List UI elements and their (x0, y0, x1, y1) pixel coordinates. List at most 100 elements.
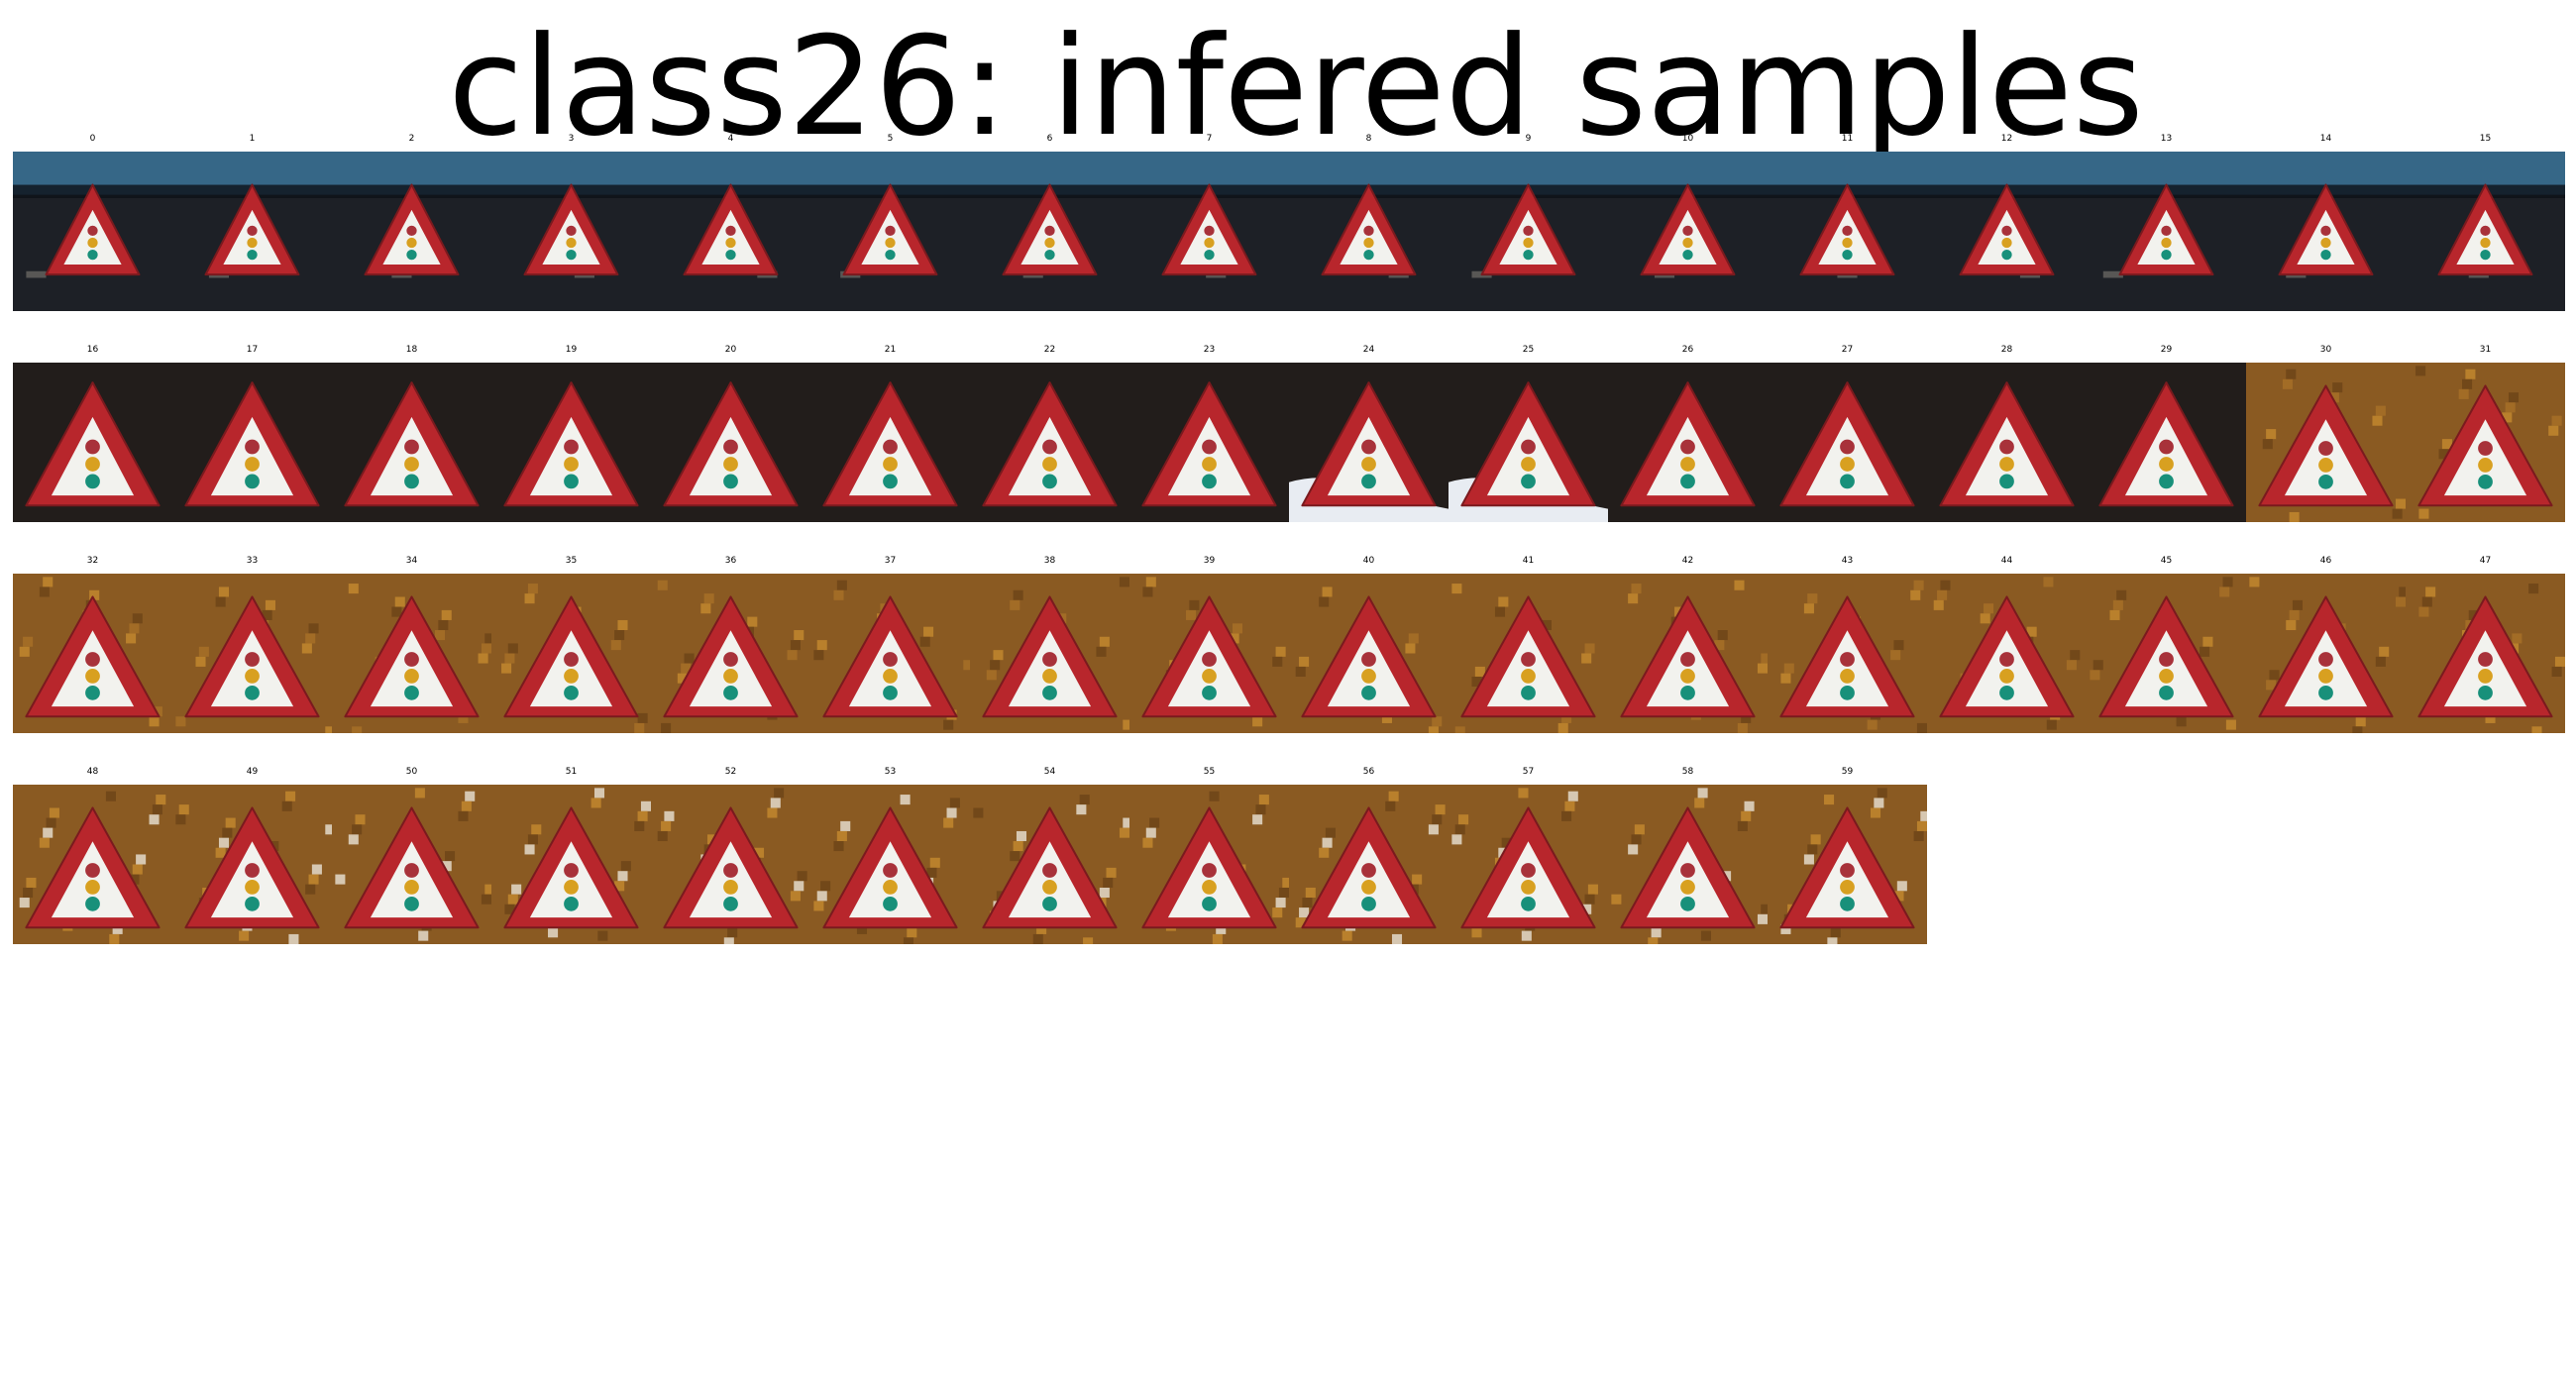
sample-tile: 51 (491, 767, 651, 944)
sample-tile: 21 (810, 345, 970, 522)
sample-index-label: 50 (405, 767, 418, 777)
sample-index-label: 51 (565, 767, 578, 777)
traffic-signal-warning-sign-image (1449, 574, 1608, 733)
traffic-signal-warning-sign-image (651, 574, 810, 733)
sample-tile: 26 (1608, 345, 1768, 522)
sample-index-label: 48 (86, 767, 99, 777)
traffic-signal-warning-sign-image (13, 574, 172, 733)
traffic-signal-warning-sign-image (1449, 785, 1608, 944)
sample-index-label: 4 (727, 134, 734, 144)
traffic-signal-warning-sign-image (491, 152, 651, 311)
sample-tile: 22 (970, 345, 1129, 522)
traffic-signal-warning-sign-image (970, 363, 1129, 522)
sample-index-label: 41 (1522, 556, 1535, 566)
sample-index-label: 32 (86, 556, 99, 566)
traffic-signal-warning-sign-image (1289, 363, 1449, 522)
traffic-signal-warning-sign-image (2406, 363, 2565, 522)
sample-tile: 43 (1768, 556, 1927, 733)
sample-index-label: 15 (2479, 134, 2492, 144)
sample-index-label: 49 (246, 767, 259, 777)
sample-index-label: 26 (1681, 345, 1694, 355)
sample-index-label: 43 (1841, 556, 1854, 566)
traffic-signal-warning-sign-image (1768, 574, 1927, 733)
traffic-signal-warning-sign-image (1768, 152, 1927, 311)
sample-tile: 49 (172, 767, 332, 944)
traffic-signal-warning-sign-image (1608, 363, 1768, 522)
sample-tile: 7 (1129, 134, 1289, 311)
sample-tile: 25 (1449, 345, 1608, 522)
sample-index-label: 36 (724, 556, 737, 566)
traffic-signal-warning-sign-image (1768, 785, 1927, 944)
sample-tile: 40 (1289, 556, 1449, 733)
sample-tile: 55 (1129, 767, 1289, 944)
sample-tile: 8 (1289, 134, 1449, 311)
traffic-signal-warning-sign-image (172, 152, 332, 311)
sample-index-label: 35 (565, 556, 578, 566)
sample-tile: 45 (2087, 556, 2246, 733)
traffic-signal-warning-sign-image (1129, 574, 1289, 733)
sample-tile: 23 (1129, 345, 1289, 522)
traffic-signal-warning-sign-image (1289, 574, 1449, 733)
sample-index-label: 7 (1206, 134, 1213, 144)
sample-tile: 47 (2406, 556, 2565, 733)
sample-index-label: 56 (1362, 767, 1375, 777)
traffic-signal-warning-sign-image (2087, 363, 2246, 522)
traffic-signal-warning-sign-image (810, 785, 970, 944)
traffic-signal-warning-sign-image (810, 574, 970, 733)
sample-tile: 58 (1608, 767, 1768, 944)
traffic-signal-warning-sign-image (651, 363, 810, 522)
sample-tile: 19 (491, 345, 651, 522)
sample-tile: 38 (970, 556, 1129, 733)
sample-tile: 48 (13, 767, 172, 944)
traffic-signal-warning-sign-image (970, 785, 1129, 944)
traffic-signal-warning-sign-image (651, 785, 810, 944)
sample-tile: 24 (1289, 345, 1449, 522)
traffic-signal-warning-sign-image (1768, 363, 1927, 522)
sample-index-label: 42 (1681, 556, 1694, 566)
sample-tile: 12 (1927, 134, 2087, 311)
traffic-signal-warning-sign-image (970, 152, 1129, 311)
traffic-signal-warning-sign-image (2246, 574, 2406, 733)
traffic-signal-warning-sign-image (13, 363, 172, 522)
traffic-signal-warning-sign-image (1608, 152, 1768, 311)
sample-tile: 4 (651, 134, 810, 311)
traffic-signal-warning-sign-image (1449, 363, 1608, 522)
sample-index-label: 9 (1525, 134, 1532, 144)
sample-index-label: 19 (565, 345, 578, 355)
traffic-signal-warning-sign-image (1927, 363, 2087, 522)
traffic-signal-warning-sign-image (1608, 574, 1768, 733)
traffic-signal-warning-sign-image (13, 785, 172, 944)
sample-index-label: 16 (86, 345, 99, 355)
sample-tile: 44 (1927, 556, 2087, 733)
sample-index-label: 31 (2479, 345, 2492, 355)
sample-tile: 42 (1608, 556, 1768, 733)
sample-tile: 28 (1927, 345, 2087, 522)
sample-index-label: 23 (1203, 345, 1216, 355)
traffic-signal-warning-sign-image (2406, 574, 2565, 733)
traffic-signal-warning-sign-image (1608, 785, 1768, 944)
sample-index-label: 53 (884, 767, 897, 777)
sample-tile: 3 (491, 134, 651, 311)
traffic-signal-warning-sign-image (1289, 152, 1449, 311)
sample-index-label: 52 (724, 767, 737, 777)
sample-index-label: 12 (2000, 134, 2013, 144)
sample-tile: 20 (651, 345, 810, 522)
sample-tile: 11 (1768, 134, 1927, 311)
sample-tile: 2 (332, 134, 491, 311)
sample-index-label: 29 (2160, 345, 2173, 355)
sample-tile: 18 (332, 345, 491, 522)
sample-index-label: 45 (2160, 556, 2173, 566)
sample-index-label: 8 (1365, 134, 1372, 144)
traffic-signal-warning-sign-image (13, 152, 172, 311)
sample-tile: 37 (810, 556, 970, 733)
traffic-signal-warning-sign-image (2087, 152, 2246, 311)
traffic-signal-warning-sign-image (332, 152, 491, 311)
sample-index-label: 6 (1046, 134, 1053, 144)
sample-index-label: 22 (1043, 345, 1056, 355)
sample-tile: 30 (2246, 345, 2406, 522)
sample-index-label: 1 (249, 134, 256, 144)
sample-tile: 16 (13, 345, 172, 522)
sample-tile: 35 (491, 556, 651, 733)
sample-tile: 39 (1129, 556, 1289, 733)
traffic-signal-warning-sign-image (172, 785, 332, 944)
